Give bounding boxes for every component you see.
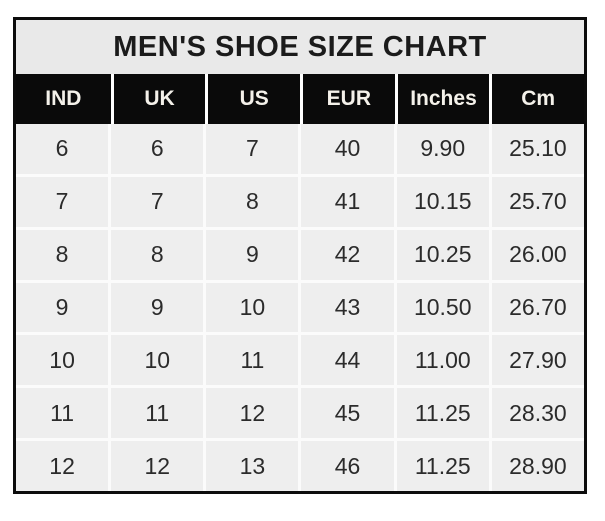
table-cell: 46 — [301, 441, 394, 491]
table-cell: 26.00 — [491, 229, 584, 280]
table-cell: 11 — [111, 388, 204, 439]
table-cell: 12 — [206, 388, 299, 439]
table-body: 6 6 7 40 9.90 25.10 7 7 8 41 10.15 25.70 8 8 9 42 10.25 2… — [16, 124, 584, 491]
table-cell: 6 — [111, 124, 204, 174]
header-cell-ind: IND — [16, 74, 111, 124]
table-cell: 11 — [206, 335, 299, 386]
chart-title: MEN'S SHOE SIZE CHART — [16, 20, 584, 74]
table-cell: 9 — [206, 229, 299, 280]
table-cell: 13 — [206, 441, 299, 491]
table-cell: 7 — [206, 124, 299, 174]
table-cell: 25.70 — [491, 176, 584, 227]
header-cell-us: US — [205, 74, 300, 124]
table-cell: 12 — [16, 441, 109, 491]
table-cell: 10.50 — [396, 282, 489, 333]
table-cell: 28.90 — [491, 441, 584, 491]
header-cell-eur: EUR — [299, 74, 395, 124]
table-cell: 10.25 — [396, 229, 489, 280]
table-cell: 41 — [301, 176, 394, 227]
table-cell: 7 — [111, 176, 204, 227]
table-cell: 9 — [16, 282, 109, 333]
table-cell: 44 — [301, 335, 394, 386]
table-cell: 11.25 — [396, 388, 489, 439]
table-cell: 26.70 — [491, 282, 584, 333]
table-cell: 27.90 — [491, 335, 584, 386]
table-cell: 10 — [206, 282, 299, 333]
table-cell: 10 — [111, 335, 204, 386]
header-cell-inches: Inches — [394, 74, 490, 124]
table-cell: 10.15 — [396, 176, 489, 227]
table-cell: 10 — [16, 335, 109, 386]
table-cell: 9.90 — [396, 124, 489, 174]
table-cell: 40 — [301, 124, 394, 174]
header-row: IND UK US EUR Inches Cm — [16, 74, 584, 124]
table-cell: 11.00 — [396, 335, 489, 386]
table-cell: 25.10 — [491, 124, 584, 174]
table-cell: 42 — [301, 229, 394, 280]
table-cell: 8 — [16, 229, 109, 280]
table-cell: 12 — [111, 441, 204, 491]
table-cell: 11.25 — [396, 441, 489, 491]
table-cell: 8 — [206, 176, 299, 227]
table-cell: 43 — [301, 282, 394, 333]
table-cell: 8 — [111, 229, 204, 280]
header-cell-cm: Cm — [489, 74, 584, 124]
table-cell: 45 — [301, 388, 394, 439]
table-cell: 6 — [16, 124, 109, 174]
table-cell: 28.30 — [491, 388, 584, 439]
table-cell: 7 — [16, 176, 109, 227]
table-cell: 11 — [16, 388, 109, 439]
header-cell-uk: UK — [110, 74, 206, 124]
shoe-size-chart-table: MEN'S SHOE SIZE CHART IND UK US EUR Inches Cm… — [13, 17, 587, 494]
table-cell: 9 — [111, 282, 204, 333]
